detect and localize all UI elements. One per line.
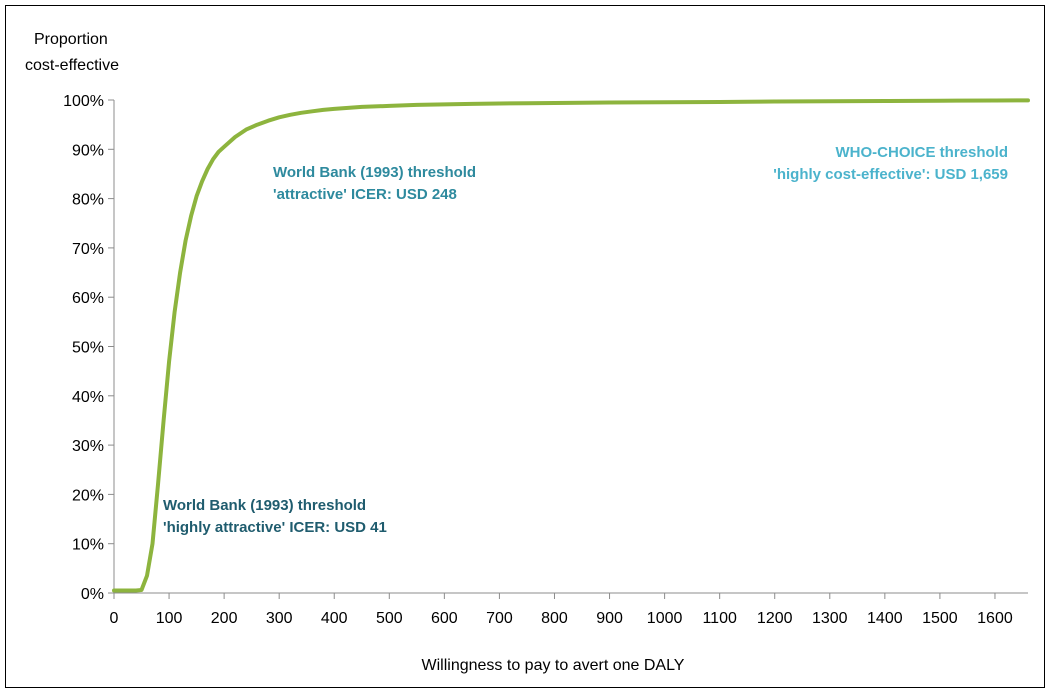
x-tick-label: 900 [596, 610, 623, 627]
x-tick-label: 1100 [702, 610, 737, 627]
x-tick-label: 600 [431, 610, 458, 627]
y-tick-label: 50% [72, 340, 104, 357]
x-tick-label: 200 [211, 610, 238, 627]
x-tick-label: 1600 [977, 610, 1013, 627]
x-axis-label: Willingness to pay to avert one DALY [422, 657, 685, 674]
annotation-who-choice-line-1: WHO-CHOICE threshold [836, 144, 1009, 161]
x-tick-label: 100 [156, 610, 183, 627]
x-tick-label: 1300 [812, 610, 848, 627]
annotation-attractive-line-2: 'attractive' ICER: USD 248 [273, 186, 457, 203]
series-layer [112, 98, 1030, 593]
x-tick-label: 1000 [647, 610, 683, 627]
x-tick-label: 1200 [757, 610, 793, 627]
x-tick-label: 800 [541, 610, 568, 627]
annotation-who-choice: WHO-CHOICE threshold 'highly cost-effect… [773, 144, 1008, 183]
annotation-highly-attractive: World Bank (1993) threshold 'highly attr… [163, 497, 387, 536]
x-tick-label: 1500 [922, 610, 958, 627]
annotation-who-choice-line-2: 'highly cost-effective': USD 1,659 [773, 166, 1008, 183]
x-ticks: 0 100 200 300 400 500 600 700 800 900 1000 1100 1200… [110, 593, 1013, 627]
annotation-highly-attractive-line-1: World Bank (1993) threshold [163, 497, 366, 514]
y-ticks: 0% 10% 20% 30% 40% 50% 60% 70% 80% 90% 100% [63, 93, 114, 603]
x-tick-label: 0 [110, 610, 119, 627]
ceac-series-line [112, 98, 1030, 593]
annotation-attractive: World Bank (1993) threshold 'attractive'… [273, 164, 476, 203]
y-tick-label: 70% [72, 241, 104, 258]
y-tick-label: 80% [72, 192, 104, 209]
y-tick-label: 30% [72, 438, 104, 455]
x-tick-label: 500 [376, 610, 403, 627]
x-tick-label: 300 [266, 610, 293, 627]
y-tick-label: 20% [72, 487, 104, 504]
y-axis-label-line-2: cost-effective [25, 57, 119, 74]
annotation-highly-attractive-line-2: 'highly attractive' ICER: USD 41 [163, 519, 387, 536]
y-tick-label: 90% [72, 142, 104, 159]
y-tick-label: 0% [81, 586, 104, 603]
chart-frame [5, 5, 1045, 688]
y-tick-label: 100% [63, 93, 104, 110]
x-tick-label: 700 [486, 610, 513, 627]
x-tick-label: 400 [321, 610, 348, 627]
y-tick-label: 10% [72, 537, 104, 554]
x-tick-label: 1400 [867, 610, 903, 627]
y-axis-label-line-1: Proportion [34, 31, 108, 48]
y-tick-label: 40% [72, 389, 104, 406]
annotation-attractive-line-1: World Bank (1993) threshold [273, 164, 476, 181]
y-tick-label: 60% [72, 290, 104, 307]
